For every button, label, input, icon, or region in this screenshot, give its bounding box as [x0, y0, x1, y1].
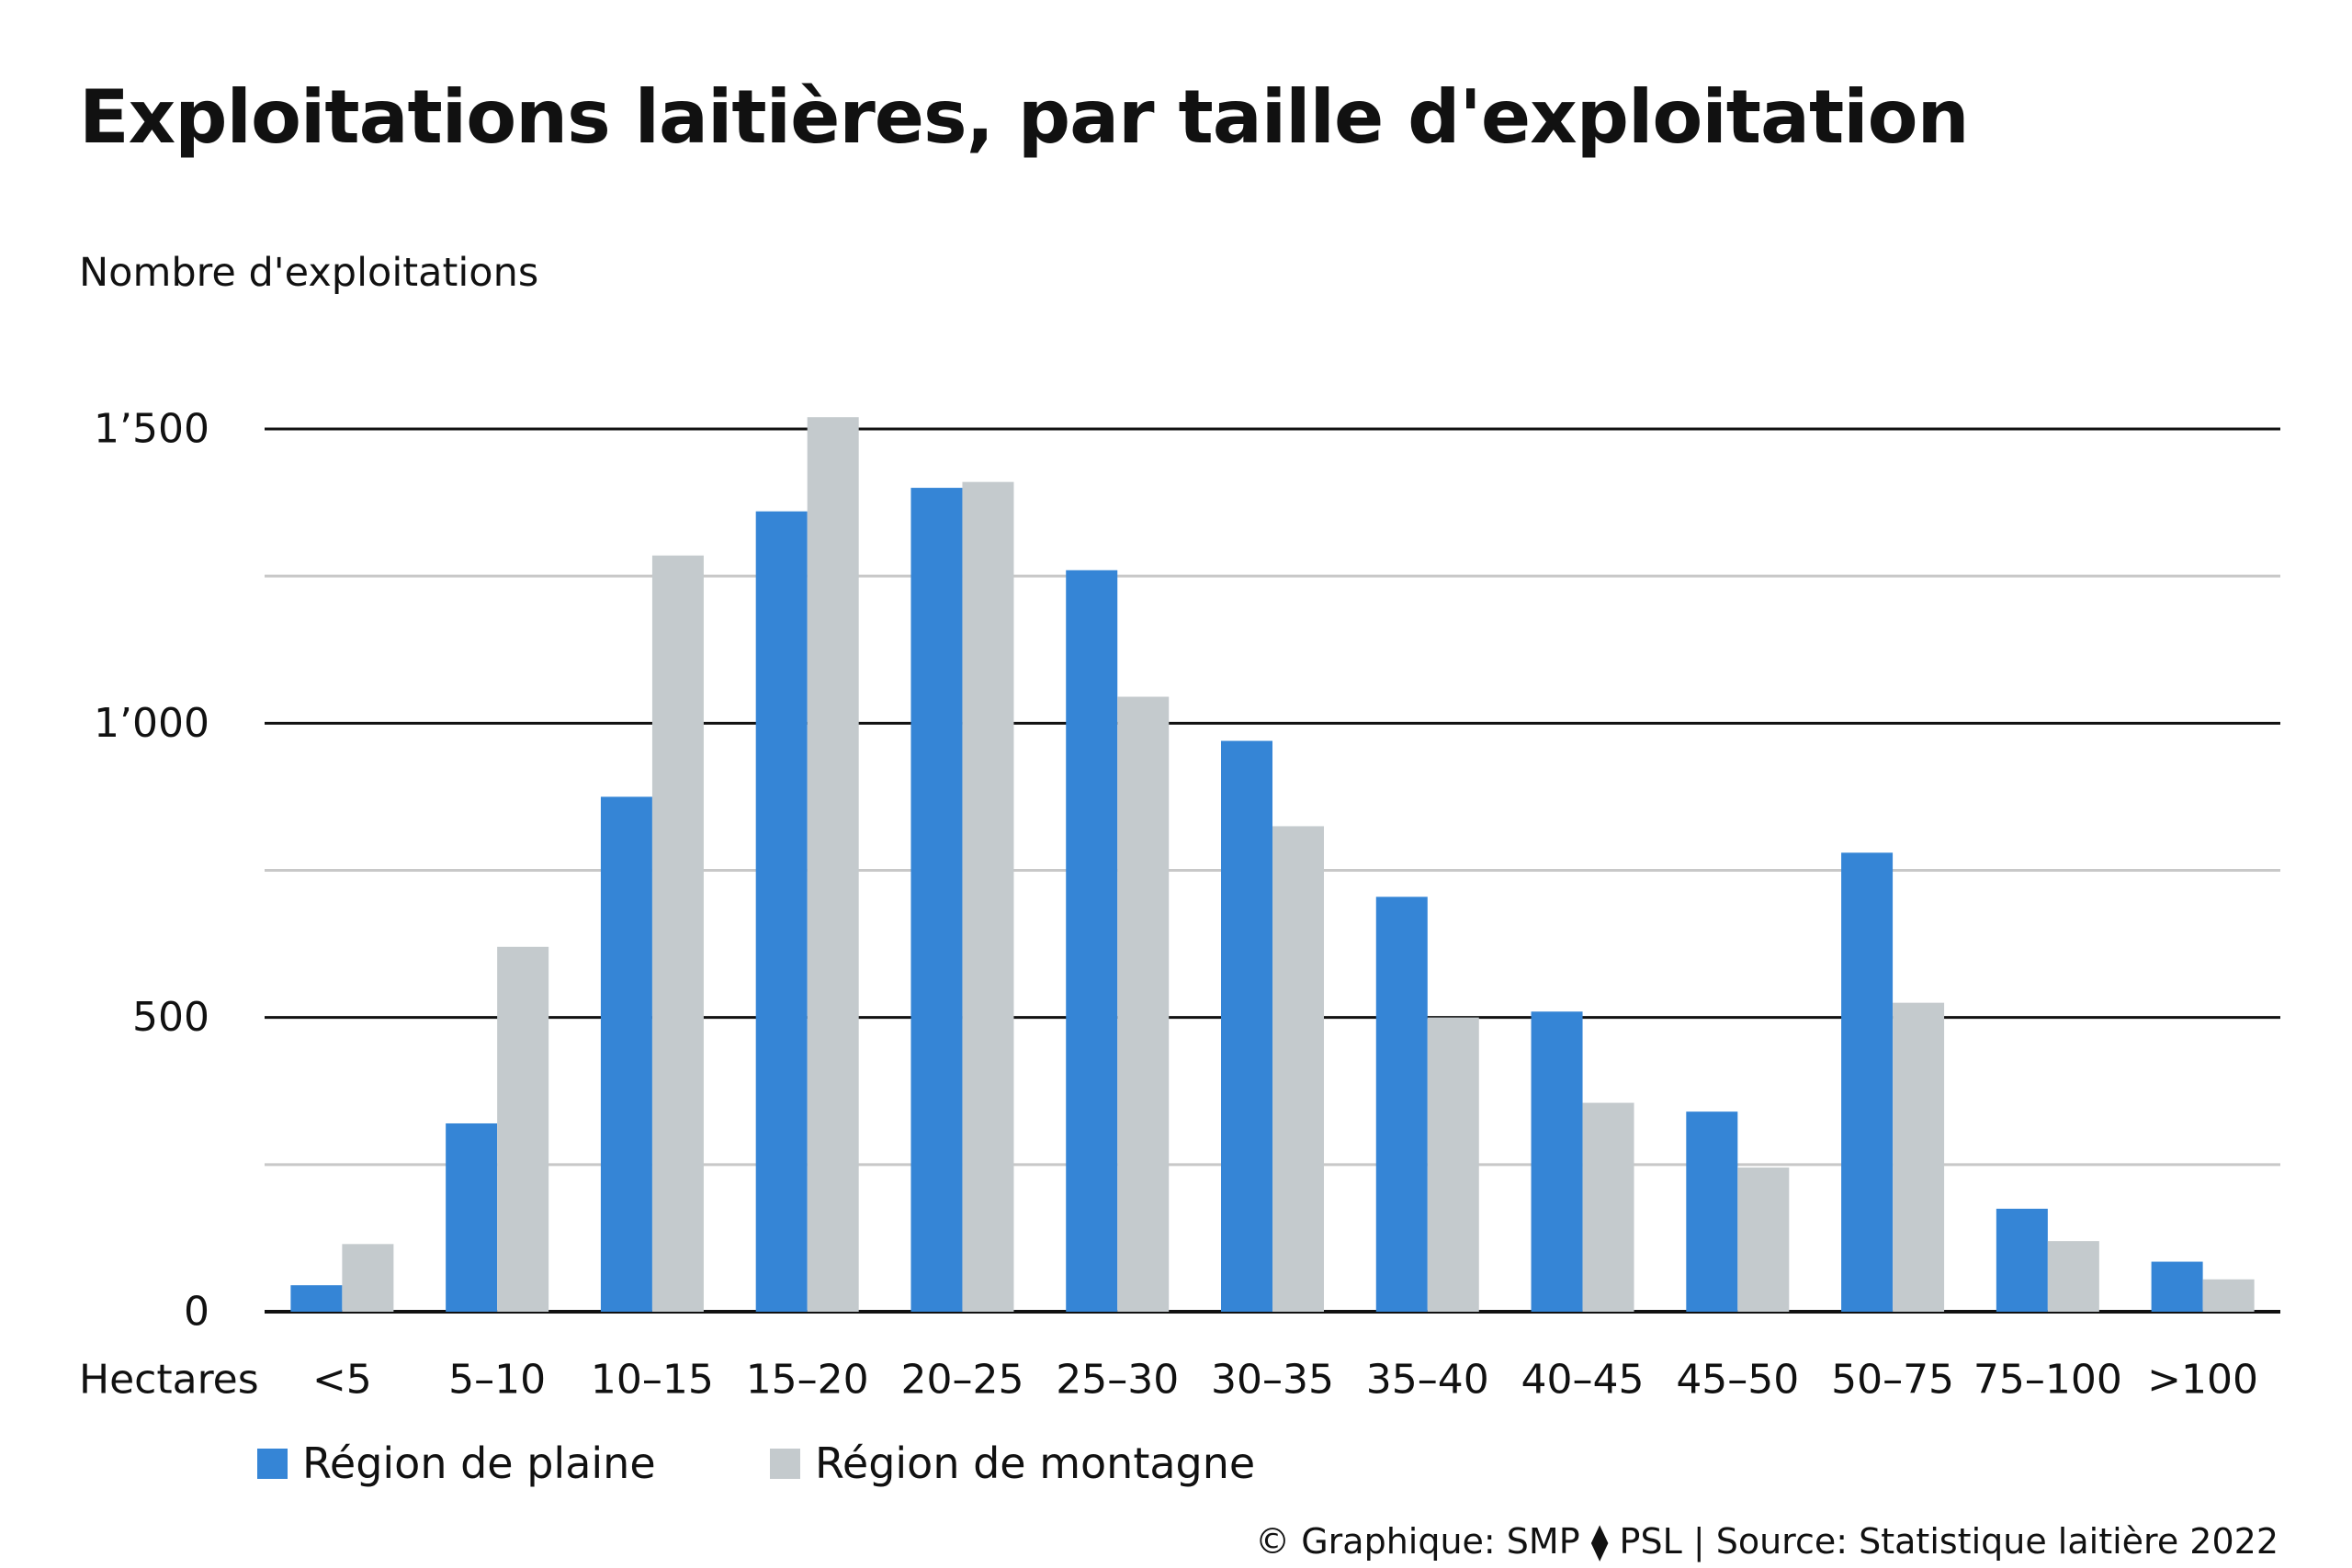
x-tick-label: <5 — [312, 1357, 372, 1404]
bar-plaine — [910, 488, 963, 1312]
bar-montagne — [1117, 696, 1170, 1312]
legend-item-plaine: Région de plaine — [257, 1438, 656, 1489]
bar-montagne — [342, 1244, 394, 1312]
bar-montagne — [1893, 1002, 1945, 1312]
bar-montagne — [807, 417, 859, 1313]
bar-plaine — [290, 1285, 343, 1312]
y-tick-label: 500 — [132, 994, 209, 1041]
bar-plaine — [1375, 897, 1428, 1312]
chart-title: Exploitations laitières, par taille d'ex… — [79, 74, 1970, 160]
bar-plaine — [1996, 1208, 2048, 1312]
y-axis-label: Nombre d'exploitations — [79, 250, 539, 296]
legend-item-montagne: Région de montagne — [770, 1438, 1255, 1489]
bar-plaine — [1531, 1011, 1583, 1312]
bar-plaine — [755, 511, 808, 1312]
legend-label-montagne: Région de montagne — [815, 1438, 1256, 1488]
bar-montagne — [962, 481, 1014, 1312]
source-credit: © Graphique: SMP ⧫ PSL | Source: Statist… — [1255, 1521, 2278, 1562]
bar-montagne — [2047, 1241, 2099, 1312]
bar-montagne — [1737, 1168, 1790, 1312]
x-tick-label: 25–30 — [1056, 1357, 1179, 1404]
bar-montagne — [2202, 1279, 2255, 1312]
x-tick-label: 20–25 — [900, 1357, 1023, 1404]
bar-plaine — [1686, 1111, 1738, 1312]
bar-plaine — [446, 1122, 498, 1312]
bar-montagne — [651, 555, 704, 1312]
legend-label-plaine: Région de plaine — [302, 1438, 656, 1488]
x-tick-label: 35–40 — [1366, 1357, 1489, 1404]
gridlines — [265, 427, 2280, 1314]
x-tick-label: 75–100 — [1973, 1357, 2122, 1404]
bar-plaine — [2151, 1261, 2203, 1312]
legend-swatch-montagne — [770, 1448, 800, 1479]
bar-plaine — [1221, 740, 1272, 1312]
bars — [290, 417, 2255, 1313]
x-tick-label: 5–10 — [448, 1357, 546, 1404]
x-tick-label: 50–75 — [1831, 1357, 1954, 1404]
bar-plaine — [1841, 852, 1894, 1312]
legend-swatch-plaine — [257, 1448, 288, 1479]
y-tick-label: 0 — [184, 1289, 209, 1336]
x-axis-label: Hectares — [79, 1357, 259, 1404]
x-tick-label: 45–50 — [1676, 1357, 1799, 1404]
x-tick-label: 15–20 — [746, 1357, 869, 1404]
bar-plaine — [1066, 570, 1118, 1312]
x-tick-label: 30–35 — [1211, 1357, 1334, 1404]
bar-montagne — [497, 946, 549, 1312]
y-tick-label: 1’000 — [94, 700, 209, 747]
x-tick-label: 10–15 — [591, 1357, 714, 1404]
bar-montagne — [1427, 1017, 1479, 1312]
x-tick-label: >100 — [2147, 1357, 2258, 1404]
bar-plaine — [600, 796, 652, 1312]
tick-labels: 0 500 1’000 1’500 <5 5–10 10–15 15–20 20–25 25–30… — [94, 406, 2258, 1404]
x-tick-label: 40–45 — [1521, 1357, 1645, 1404]
bar-montagne — [1272, 826, 1324, 1312]
bar-montagne — [1582, 1102, 1634, 1312]
y-tick-label: 1’500 — [94, 406, 209, 453]
